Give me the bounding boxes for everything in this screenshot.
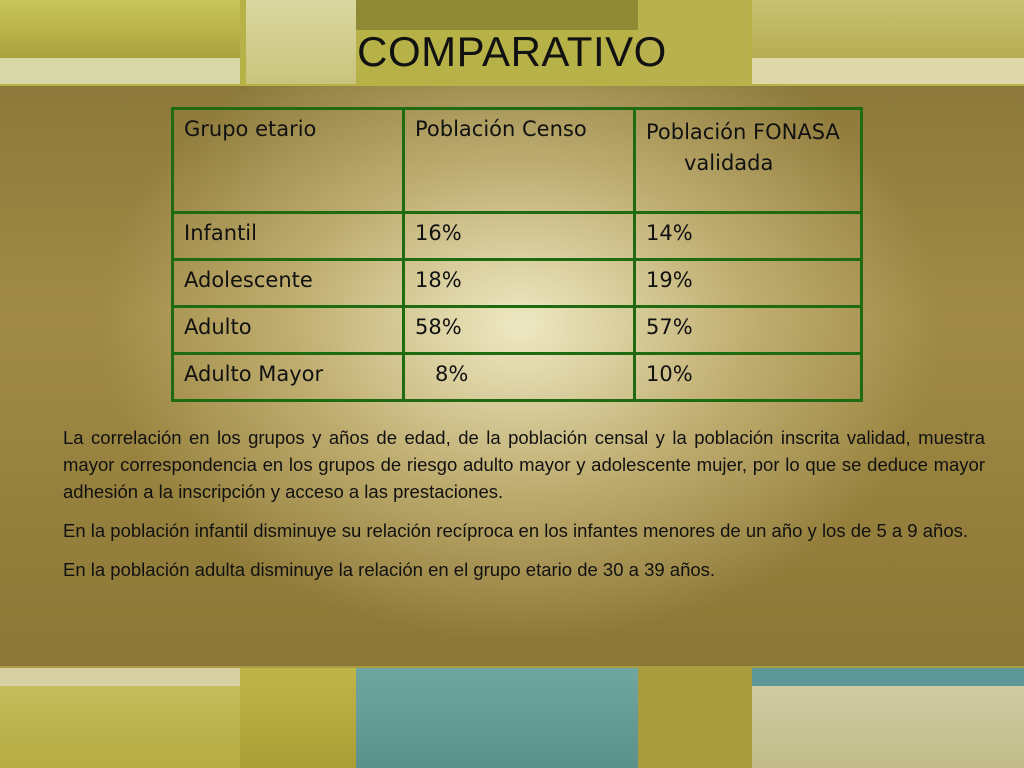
comparison-table: Grupo etario Población Censo Población F… [171,107,863,402]
table-cell: 8% [402,352,636,402]
bg-block [752,668,1024,686]
bg-block [0,0,240,58]
table-cell: 14% [633,211,863,261]
table-cell: 16% [402,211,636,261]
bg-block [752,58,1024,84]
table-row: Adolescente 18% 19% [171,258,863,308]
table-cell: Adolescente [171,258,405,308]
table-cell-text: 8% [435,362,469,386]
table-row: Adulto 58% 57% [171,305,863,355]
table-row: Adulto Mayor 8% 10% [171,352,863,402]
table-header-cell: Población FONASA validada [633,107,863,214]
bg-block [240,668,356,768]
paragraph: La correlación en los grupos y años de e… [63,427,985,502]
bg-block [356,668,638,768]
table-header-text: Población FONASA validada [646,120,840,175]
bg-block [356,0,638,30]
bg-block [638,668,752,768]
bg-block [0,686,240,768]
table-header-row: Grupo etario Población Censo Población F… [171,107,863,214]
table-cell: 18% [402,258,636,308]
table-header-cell: Población Censo [402,107,636,214]
table-header-cell: Grupo etario [171,107,405,214]
body-text: La correlación en los grupos y años de e… [63,424,985,595]
paragraph: En la población adulta disminuye la rela… [63,559,716,580]
bg-block [752,686,1024,768]
table-cell: Adulto Mayor [171,352,405,402]
bg-block [0,668,240,686]
table-cell: Infantil [171,211,405,261]
table-cell: 19% [633,258,863,308]
table-cell: 58% [402,305,636,355]
table-cell: 10% [633,352,863,402]
bg-block [0,58,240,84]
paragraph: En la población infantil disminuye su re… [63,520,968,541]
table-row: Infantil 16% 14% [171,211,863,261]
table-cell: Adulto [171,305,405,355]
bg-block [246,0,356,84]
bg-block [752,0,1024,58]
bg-block [638,0,748,84]
table-cell: 57% [633,305,863,355]
slide-title: COMPARATIVO [357,28,667,75]
